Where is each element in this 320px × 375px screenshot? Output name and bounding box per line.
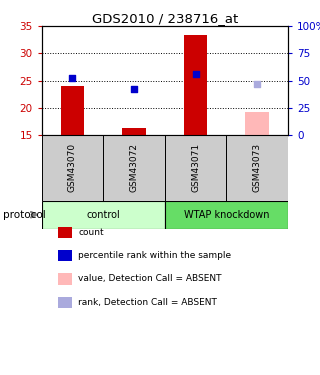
Bar [103, 135, 165, 201]
Bar [165, 135, 227, 201]
Point [70, 75, 75, 81]
Bar [165, 201, 288, 229]
Text: rank, Detection Call = ABSENT: rank, Detection Call = ABSENT [78, 298, 217, 307]
Text: control: control [86, 210, 120, 220]
Point [132, 86, 137, 92]
Text: count: count [78, 228, 104, 237]
Text: GSM43071: GSM43071 [191, 143, 200, 192]
Text: value, Detection Call = ABSENT: value, Detection Call = ABSENT [78, 274, 222, 284]
Text: GSM43073: GSM43073 [253, 143, 262, 192]
Text: GSM43070: GSM43070 [68, 143, 77, 192]
Point [193, 70, 198, 76]
Bar [227, 135, 288, 201]
Bar [42, 135, 103, 201]
Text: percentile rank within the sample: percentile rank within the sample [78, 251, 232, 260]
Bar [61, 86, 84, 135]
Bar [184, 36, 207, 135]
Title: GDS2010 / 238716_at: GDS2010 / 238716_at [92, 12, 238, 25]
Bar [122, 129, 146, 135]
Bar [245, 112, 269, 135]
Bar [42, 201, 165, 229]
Text: protocol: protocol [3, 210, 46, 220]
Text: GSM43072: GSM43072 [130, 143, 139, 192]
Text: WTAP knockdown: WTAP knockdown [184, 210, 269, 220]
Point [255, 81, 260, 87]
